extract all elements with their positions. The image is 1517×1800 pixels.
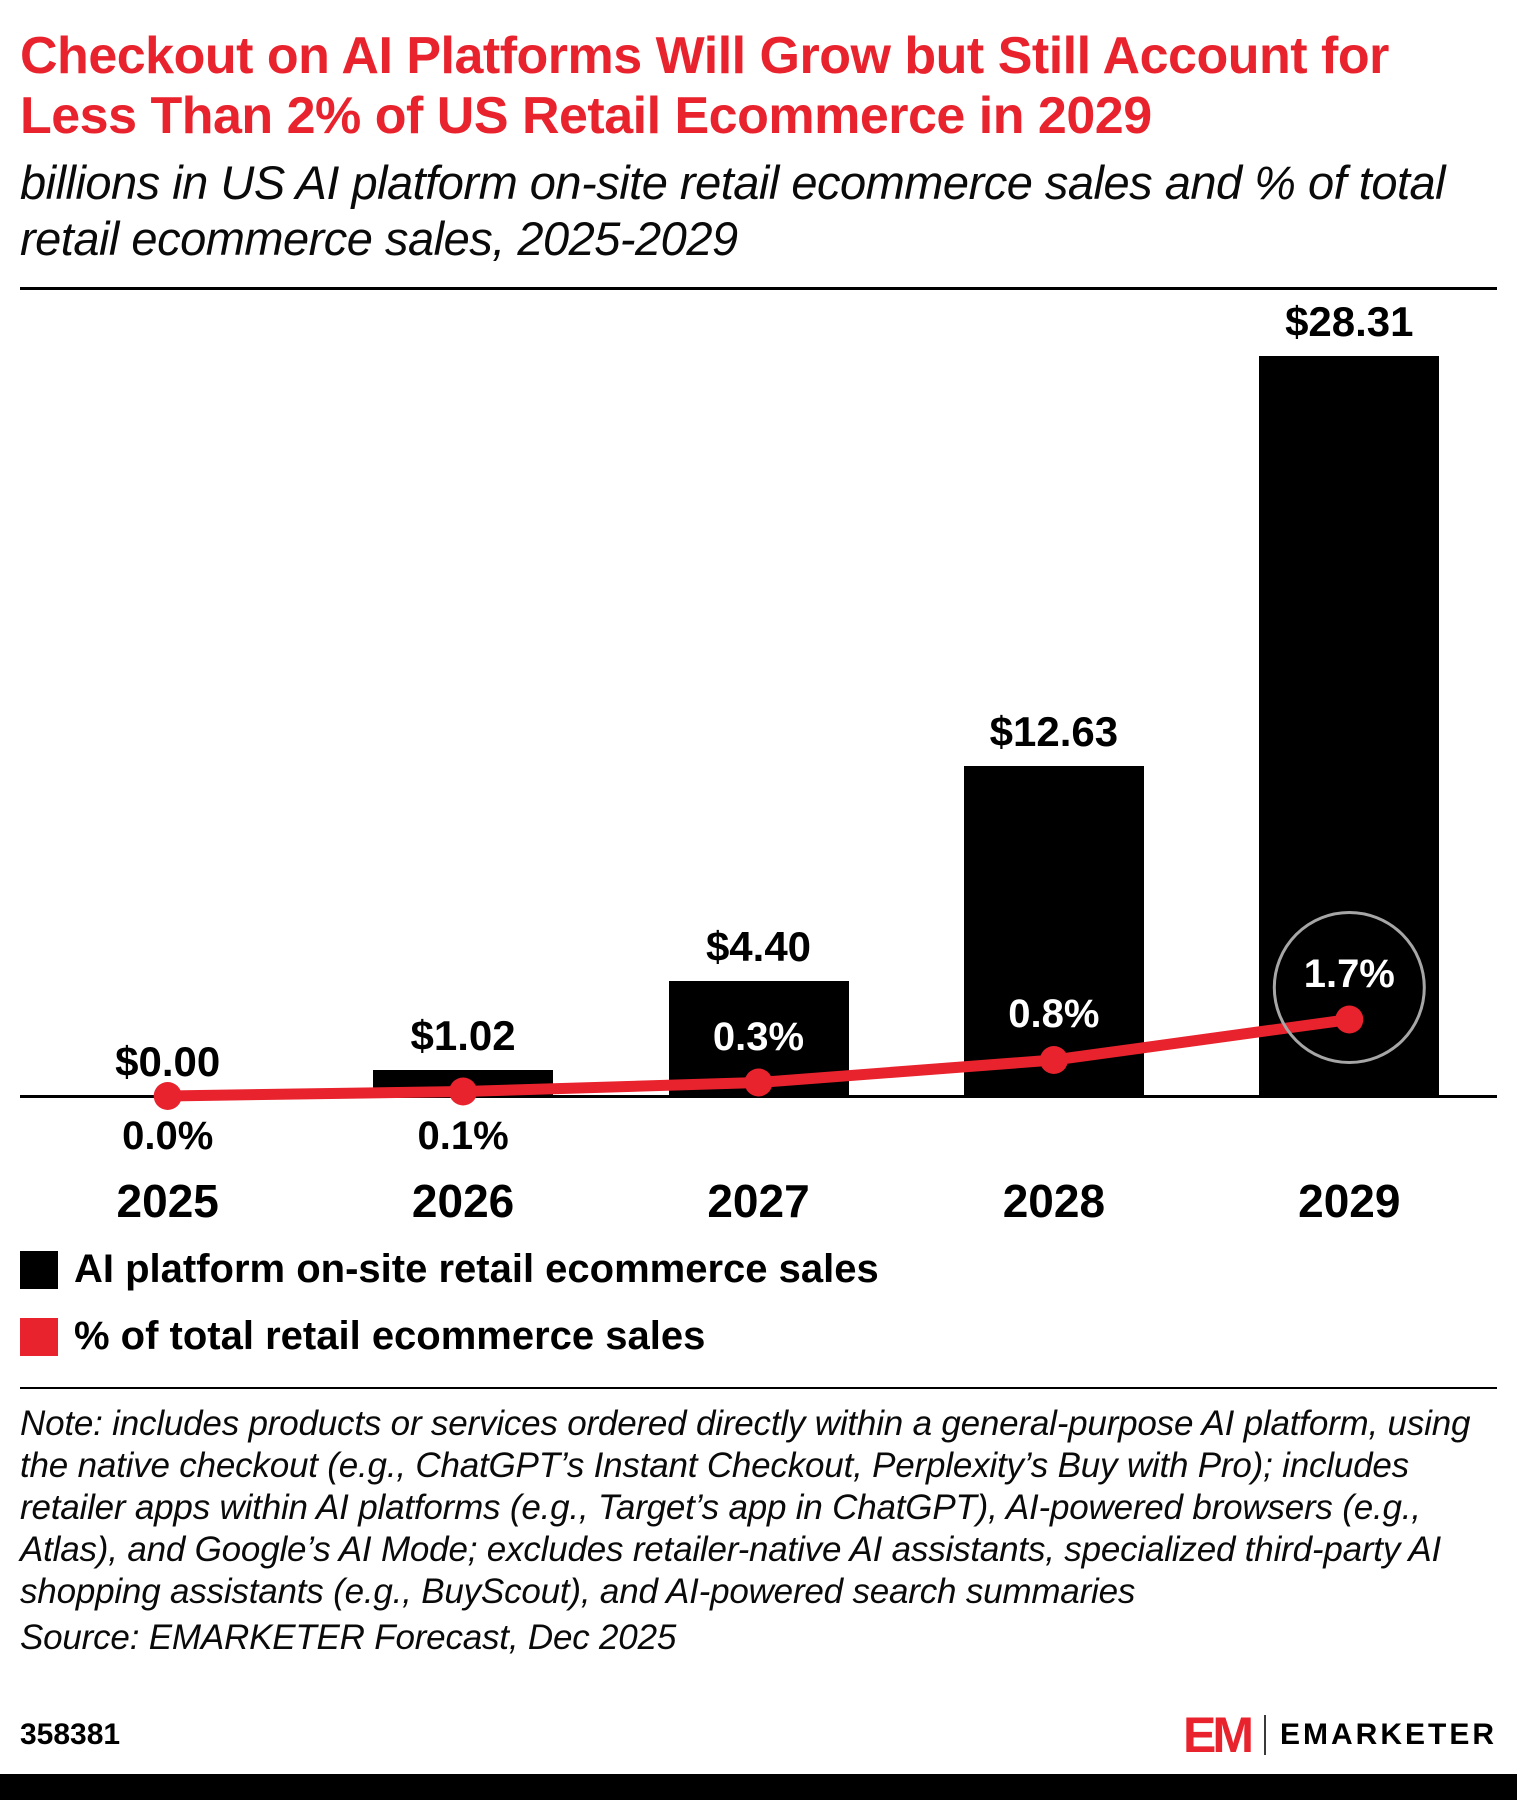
x-axis <box>20 1095 1497 1099</box>
legend-swatch-red <box>20 1317 58 1356</box>
bar-2026 <box>373 1069 554 1097</box>
x-axis-label-2029: 2029 <box>1298 1175 1401 1228</box>
combo-bar-line-chart: $0.00 0.0% 2025 $1.02 0.1% 2026 $4.40 0.3% 2027 $… <box>20 296 1497 1231</box>
brand-lockup: EM EMARKETER <box>1183 1710 1497 1760</box>
legend-label-bars: AI platform on-site retail ecommerce sal… <box>74 1247 879 1292</box>
note-rule <box>20 1387 1497 1390</box>
chart-title: Checkout on AI Platforms Will Grow but S… <box>20 27 1389 146</box>
source-text: Source: EMARKETER Forecast, Dec 2025 <box>20 1618 677 1658</box>
bottom-bar <box>0 1774 1517 1800</box>
bar-2028 <box>963 766 1144 1097</box>
percent-label-2027: 0.3% <box>712 1014 805 1059</box>
chart-subtitle: billions in US AI platform on-site retai… <box>20 155 1446 266</box>
legend-item-line: % of total retail ecommerce sales <box>20 1314 1497 1359</box>
bar-value-label-2025: $0.00 <box>115 1038 221 1086</box>
percent-label-2025: 0.0% <box>122 1114 214 1159</box>
bar-value-label-2029: $28.31 <box>1285 298 1414 346</box>
footer: 358381 EM EMARKETER <box>20 1710 1497 1760</box>
header-rule <box>20 287 1497 291</box>
bar-value-label-2026: $1.02 <box>410 1011 516 1059</box>
legend-item-bars: AI platform on-site retail ecommerce sal… <box>20 1247 1497 1292</box>
legend-label-line: % of total retail ecommerce sales <box>74 1314 706 1359</box>
x-axis-label-2025: 2025 <box>116 1175 219 1228</box>
legend-swatch-black <box>20 1250 58 1289</box>
note-text: Note: includes products or services orde… <box>20 1404 1471 1612</box>
brand-name: EMARKETER <box>1279 1718 1497 1751</box>
x-axis-label-2028: 2028 <box>1002 1175 1106 1228</box>
chart-id: 358381 <box>20 1718 121 1751</box>
chart-legend: AI platform on-site retail ecommerce sal… <box>20 1247 1497 1359</box>
percent-label-2028: 0.8% <box>1008 992 1100 1037</box>
brand-divider <box>1263 1715 1266 1755</box>
bar-value-label-2027: $4.40 <box>705 923 812 971</box>
x-axis-label-2026: 2026 <box>411 1175 515 1228</box>
percent-label-2029: 1.7% <box>1303 951 1395 996</box>
percent-label-2026: 0.1% <box>417 1114 509 1159</box>
emarketer-logo-icon: EM <box>1182 1707 1254 1763</box>
bar-value-label-2028: $12.63 <box>989 708 1119 756</box>
x-axis-label-2027: 2027 <box>707 1175 810 1228</box>
